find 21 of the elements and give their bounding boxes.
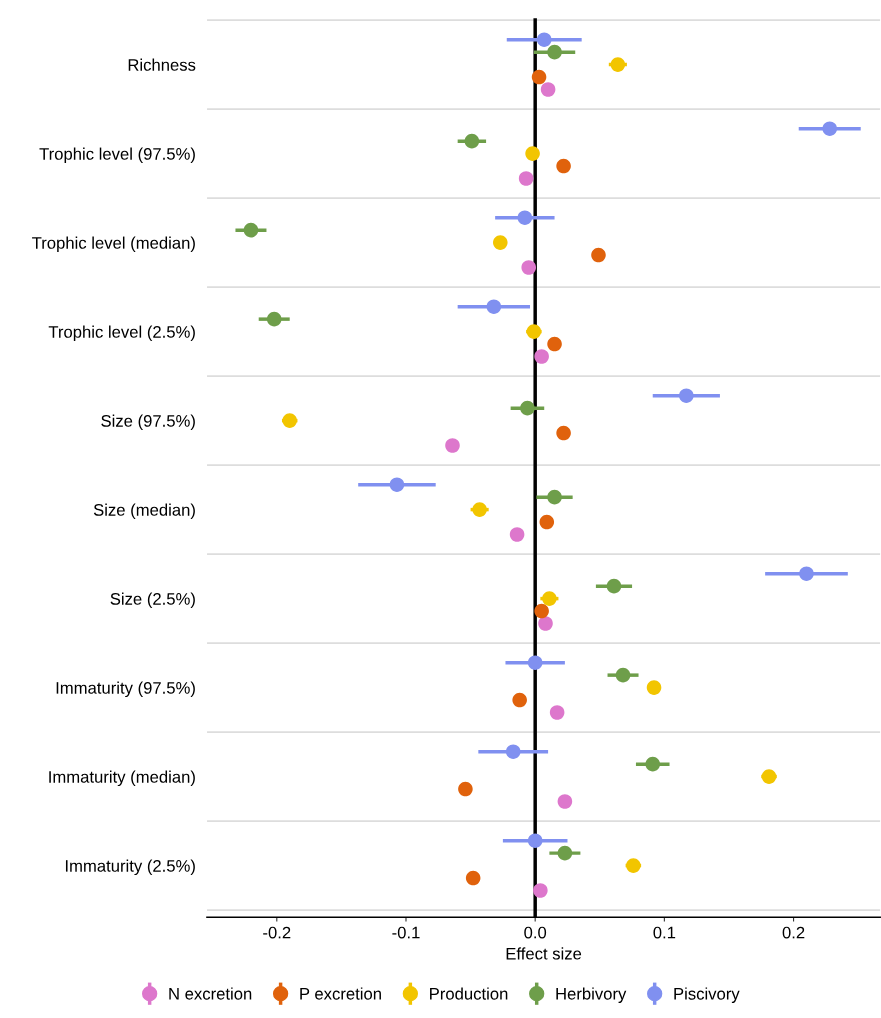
legend-label: Herbivory [556,987,627,1003]
y-tick-label: Trophic level (2.5%) [48,325,195,342]
y-tick-label: Immaturity (median) [49,770,195,787]
y-tick-label: Trophic level (97.5%) [39,147,195,164]
y-tick-label: Size (2.5%) [110,592,195,609]
y-tick-label: Trophic level (median) [32,236,195,253]
x-tick-label: -0.2 [263,926,291,939]
legend-label: Production [430,987,508,1000]
legend-label: Piscivory [674,987,740,1003]
x-axis-title: Effect size [506,947,582,960]
y-tick-label: Size (97.5%) [101,414,195,431]
y-tick-label: Immaturity (2.5%) [65,859,195,876]
y-tick-label: Size (median) [93,503,195,520]
y-tick-label: Immaturity (97.5%) [56,681,195,698]
x-tick-label: -0.1 [392,926,420,939]
legend-label: N excretion [169,987,252,1000]
x-tick-label: 0.1 [653,926,676,939]
y-tick-label: Richness [128,58,196,71]
x-tick-label: 0.0 [524,926,547,939]
legend-label: P excretion [300,987,381,1000]
x-tick-label: 0.2 [782,926,805,939]
